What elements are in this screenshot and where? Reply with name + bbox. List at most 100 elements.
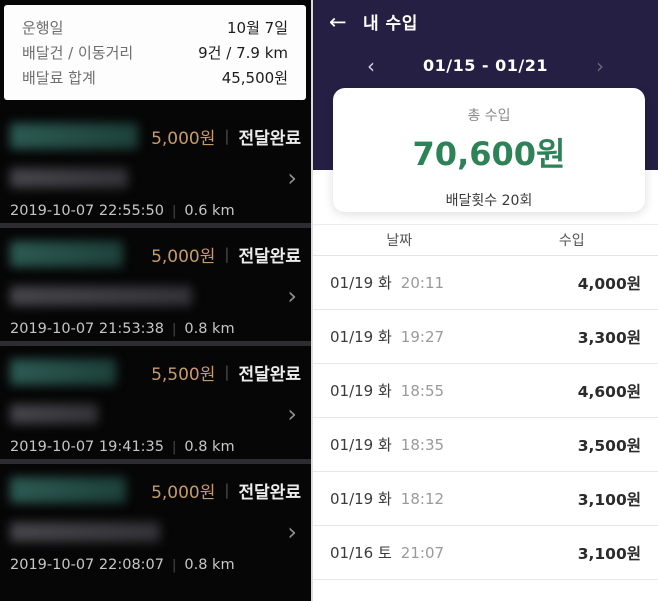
table-row: 01/19 화 18:55 4,600원 [313,364,658,418]
table-row: 01/19 화 18:12 3,100원 [313,472,658,526]
delivery-list-item[interactable]: 5,500원 | 전달완료 › 2019-10-07 19:41:35 | 0.… [0,346,311,459]
blurred-address [10,285,192,306]
chevron-right-icon: › [287,281,297,310]
row-time: 20:11 [400,274,445,292]
row-amount: 4,600원 [577,382,641,401]
list-divider [0,459,311,464]
status-badge: 전달완료 [238,128,301,149]
status-badge: 전달완료 [238,246,301,267]
column-header-date: 날짜 [386,233,413,249]
delivery-fee: 5,000원 [151,246,216,267]
blurred-store-name [10,477,126,503]
day-summary-card: 운행일 10월 7일 배달건 / 이동거리 9건 / 7.9 km 배달료 합계… [4,5,306,100]
item-top-row: 5,000원 | 전달완료 [10,470,301,510]
price-status-group: 5,000원 | 전달완료 [151,124,301,149]
summary-row-count-distance: 배달건 / 이동거리 9건 / 7.9 km [22,42,288,63]
separator: | [172,557,177,573]
status-badge: 전달완료 [238,364,301,385]
week-navigator: ‹ 01/15 - 01/21 › [313,53,658,78]
delivery-history-panel: 운행일 10월 7일 배달건 / 이동거리 9건 / 7.9 km 배달료 합계… [0,0,313,601]
table-row: 01/19 화 19:27 3,300원 [313,310,658,364]
summary-label: 운행일 [22,19,64,37]
row-date: 01/19 화 [330,274,392,292]
delivery-fee: 5,500원 [151,364,216,385]
separator: | [224,127,230,145]
delivery-datetime: 2019-10-07 19:41:35 [10,439,164,455]
blurred-address [10,521,160,542]
table-row: 01/19 화 20:11 4,000원 [313,256,658,310]
delivery-datetime: 2019-10-07 21:53:38 [10,321,164,337]
row-amount: 4,000원 [577,274,641,293]
delivery-distance: 0.8 km [184,557,235,573]
row-amount: 3,300원 [577,328,641,347]
summary-row-total-fee: 배달료 합계 45,500원 [22,67,288,88]
row-time: 19:27 [400,328,445,346]
status-badge: 전달완료 [238,482,301,503]
table-row: 01/16 토 21:07 3,100원 [313,526,658,580]
delivery-list-item[interactable]: 5,000원 | 전달완료 › 2019-10-07 21:53:38 | 0.… [0,228,311,341]
delivery-count-label: 배달횟수 20회 [445,193,533,209]
row-date-group: 01/19 화 19:27 [330,326,444,347]
item-time-row: 2019-10-07 19:41:35 | 0.8 km [10,435,301,459]
summary-value: 10월 7일 [227,19,288,37]
item-time-row: 2019-10-07 22:55:50 | 0.6 km [10,199,301,223]
separator: | [224,363,230,381]
back-arrow-icon[interactable]: ← [329,9,347,34]
item-address-row: › [10,510,301,553]
separator: | [224,245,230,263]
delivery-fee: 5,000원 [151,482,216,503]
row-amount: 3,100원 [577,544,641,563]
item-address-row: › [10,392,301,435]
item-top-row: 5,000원 | 전달완료 [10,116,301,156]
table-row: 01/19 화 18:35 3,500원 [313,418,658,472]
row-date: 01/19 화 [330,436,392,454]
delivery-fee: 5,000원 [151,128,216,149]
week-range-label: 01/15 - 01/21 [422,56,549,75]
separator: | [172,203,177,219]
income-panel: ← 내 수입 ‹ 01/15 - 01/21 › 총 수입 70,600원 배달… [313,0,658,601]
column-header-income: 수입 [558,233,585,249]
delivery-distance: 0.8 km [184,321,235,337]
delivery-list-item[interactable]: 5,000원 | 전달완료 › 2019-10-07 22:08:07 | 0.… [0,464,311,577]
delivery-datetime: 2019-10-07 22:55:50 [10,203,164,219]
prev-week-icon[interactable]: ‹ [366,53,375,78]
summary-value: 9건 / 7.9 km [198,44,288,62]
row-time: 18:35 [400,436,445,454]
row-date: 01/16 토 [330,544,392,562]
list-divider [0,223,311,228]
table-header-row: 날짜 수입 [313,224,658,256]
item-top-row: 5,500원 | 전달완료 [10,352,301,392]
row-time: 18:12 [400,490,445,508]
row-amount: 3,500원 [577,436,641,455]
blurred-store-name [10,359,116,385]
row-time: 21:07 [400,544,445,562]
row-date-group: 01/19 화 20:11 [330,272,444,293]
item-time-row: 2019-10-07 22:08:07 | 0.8 km [10,553,301,577]
total-income-card: 총 수입 70,600원 배달횟수 20회 [333,88,645,212]
app-bar: ← 내 수입 [313,0,658,35]
delivery-list-item[interactable]: 5,000원 | 전달완료 › 2019-10-07 22:55:50 | 0.… [0,110,311,223]
row-amount: 3,100원 [577,490,641,509]
list-divider [0,341,311,346]
row-date: 01/19 화 [330,328,392,346]
separator: | [172,439,177,455]
blurred-store-name [10,241,123,267]
page-title: 내 수입 [363,14,418,34]
delivery-datetime: 2019-10-07 22:08:07 [10,557,164,573]
item-address-row: › [10,274,301,317]
blurred-store-name [10,123,138,149]
next-week-icon[interactable]: › [596,53,605,78]
item-time-row: 2019-10-07 21:53:38 | 0.8 km [10,317,301,341]
separator: | [224,481,230,499]
price-status-group: 5,000원 | 전달완료 [151,242,301,267]
summary-value: 45,500원 [221,69,288,87]
row-date-group: 01/19 화 18:35 [330,434,444,455]
item-top-row: 5,000원 | 전달완료 [10,234,301,274]
price-status-group: 5,500원 | 전달완료 [151,360,301,385]
summary-label: 배달건 / 이동거리 [22,44,134,62]
row-time: 18:55 [400,382,445,400]
row-date-group: 01/19 화 18:55 [330,380,444,401]
delivery-distance: 0.6 km [184,203,235,219]
row-date-group: 01/19 화 18:12 [330,488,444,509]
